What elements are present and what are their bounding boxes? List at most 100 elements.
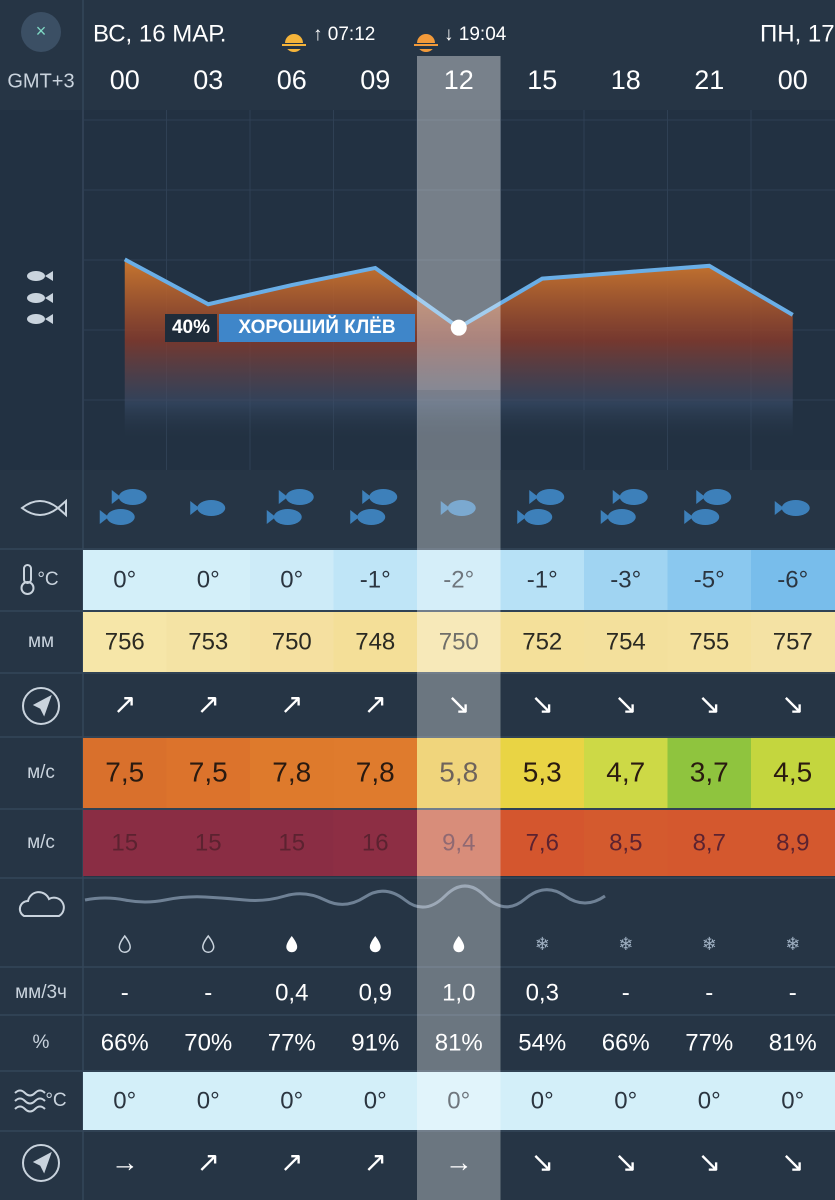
- fish-body: [357, 509, 386, 525]
- row-label: м/с: [27, 762, 55, 783]
- fish-tail: [99, 510, 109, 524]
- gust-value: 7,6: [526, 829, 559, 856]
- wind-value: 7,8: [272, 756, 311, 787]
- cell-bg: [333, 550, 418, 610]
- selected-column: [417, 390, 501, 1200]
- snow-icon: ❄: [618, 934, 633, 954]
- cell-bg: [83, 738, 167, 808]
- precipitation-value: 1,0: [442, 979, 475, 1006]
- hour-label: 03: [193, 65, 223, 95]
- fish-icon: [696, 489, 732, 505]
- water-temperature-value: 0°: [280, 1087, 303, 1114]
- snow-icon: ❄: [785, 934, 800, 954]
- pressure-value: 750: [439, 628, 479, 655]
- precipitation-value: -: [204, 979, 212, 1006]
- current-direction-value: →: [111, 1146, 139, 1177]
- temperature-value: -3°: [610, 566, 641, 593]
- fish-icon: [111, 489, 147, 505]
- wind-direction-value: ↘: [614, 688, 637, 719]
- hour-label: 21: [694, 65, 724, 95]
- fish-tail: [190, 501, 200, 515]
- fish-body: [536, 489, 565, 505]
- fish-row-icon: [20, 498, 67, 518]
- precipitation-value: 0,4: [275, 979, 308, 1006]
- pressure-value: 754: [606, 628, 646, 655]
- gust-value: 8,7: [693, 829, 726, 856]
- pressure-value: 750: [272, 628, 312, 655]
- cell-bg: [83, 612, 167, 672]
- fish-tail: [600, 510, 610, 524]
- fish-tail: [362, 490, 372, 504]
- fish-icon: [517, 509, 553, 525]
- cell-bg: [667, 1072, 752, 1130]
- cell-bg: [83, 1072, 167, 1130]
- cell-bg: [751, 810, 835, 876]
- gust-value: 16: [362, 829, 389, 856]
- temperature-value: -1°: [527, 566, 558, 593]
- fish-tail: [529, 490, 539, 504]
- cell-bg: [417, 612, 501, 672]
- close-icon[interactable]: ×: [36, 21, 47, 41]
- precipitation-value: -: [121, 979, 129, 1006]
- water-temperature-value: 0°: [364, 1087, 387, 1114]
- wind-direction-value: ↘: [698, 688, 721, 719]
- hour-label: 00: [110, 65, 140, 95]
- drop-icon: [369, 936, 381, 953]
- cell-bg: [166, 810, 251, 876]
- row-label: мм: [28, 631, 54, 652]
- cell-bg: [250, 1072, 334, 1130]
- hour-label: 15: [527, 65, 557, 95]
- fish-icon: [684, 509, 720, 525]
- cell-bg: [333, 738, 418, 808]
- humidity-value: 81%: [769, 1029, 817, 1056]
- wind-value: 4,7: [606, 756, 645, 787]
- cell-bg: [83, 550, 167, 610]
- precipitation-value: -: [622, 979, 630, 1006]
- current-compass-icon: [22, 1144, 60, 1182]
- cell-bg: [500, 1072, 585, 1130]
- wind-value: 4,5: [773, 756, 812, 787]
- humidity-value: 66%: [101, 1029, 149, 1056]
- selected-column: [417, 56, 501, 390]
- wind-direction-value: ↗: [197, 688, 220, 719]
- close-button[interactable]: [21, 12, 61, 52]
- current-direction-value: ↘: [781, 1146, 804, 1177]
- humidity-value: 77%: [685, 1029, 733, 1056]
- hour-label: 00: [778, 65, 808, 95]
- bite-row-icon: [27, 271, 53, 324]
- pressure-value: 753: [188, 628, 228, 655]
- cell-bg: [500, 550, 585, 610]
- cell-bg: [751, 1072, 835, 1130]
- temperature-value: -2°: [443, 566, 474, 593]
- fish-tail: [696, 490, 706, 504]
- temperature-value: -5°: [694, 566, 725, 593]
- humidity-value: 54%: [518, 1029, 566, 1056]
- fish-icon: [440, 500, 476, 516]
- drop-icon: [453, 936, 465, 953]
- timezone: GMT+3: [7, 70, 74, 92]
- wind-value: 3,7: [690, 756, 729, 787]
- fish-tail: [612, 490, 622, 504]
- wind-value: 5,8: [439, 756, 478, 787]
- current-direction-value: ↘: [698, 1146, 721, 1177]
- sunrise: ↑ 07:12: [313, 24, 375, 45]
- wind-direction-value: ↗: [280, 688, 303, 719]
- gust-value: 15: [195, 829, 222, 856]
- wind-value: 7,5: [105, 756, 144, 787]
- cell-bg: [417, 738, 501, 808]
- drop-icon: [286, 936, 298, 953]
- wind-direction-value: ↗: [113, 688, 136, 719]
- fish-icon: [266, 509, 302, 525]
- hour-label: 12: [444, 65, 474, 95]
- precipitation-value: -: [705, 979, 713, 1006]
- water-temperature-value: 0°: [698, 1087, 721, 1114]
- current-direction-value: ↘: [531, 1146, 554, 1177]
- cell-bg: [333, 612, 418, 672]
- wind-value: 7,8: [356, 756, 395, 787]
- row-label: °C: [45, 1090, 66, 1111]
- cell-bg: [584, 810, 668, 876]
- snow-icon: ❄: [535, 934, 550, 954]
- cell-bg: [166, 1072, 251, 1130]
